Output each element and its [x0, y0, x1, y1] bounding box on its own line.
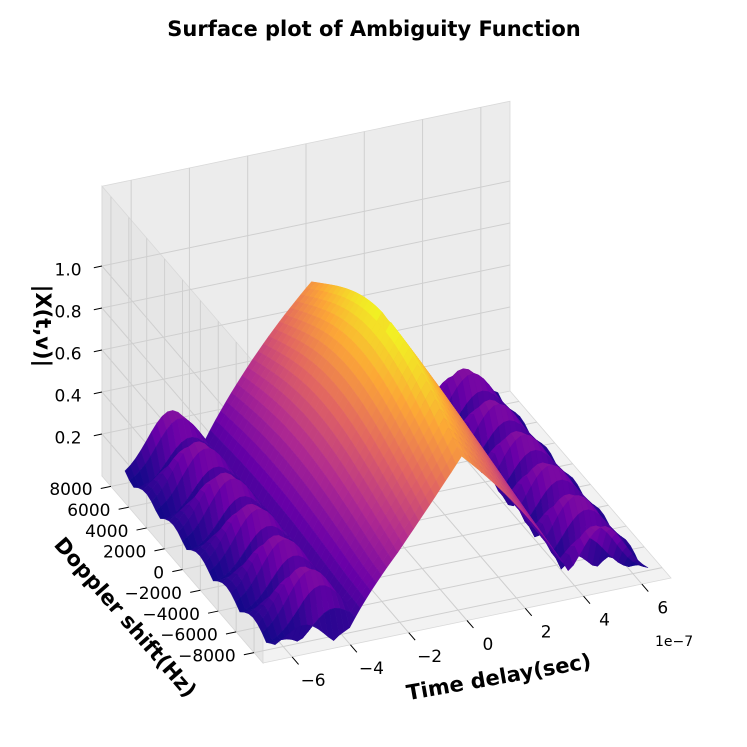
chart-title: Surface plot of Ambiguity Function	[167, 17, 580, 41]
y-tick-mark	[243, 652, 255, 656]
x-tick-mark	[641, 583, 649, 592]
z-tick-mark	[93, 391, 103, 395]
x-tick-mark	[291, 656, 299, 665]
x-tick-label: 4	[599, 611, 610, 631]
surface-quad	[270, 640, 281, 646]
x-tick-label: 6	[657, 598, 668, 618]
x-tick-label: −6	[301, 671, 326, 691]
x-offset-label: 1e−7	[655, 634, 693, 650]
y-tick-label: −8000	[178, 646, 236, 666]
x-tick-mark	[408, 632, 416, 641]
z-tick-mark	[93, 433, 103, 437]
grid-line	[253, 567, 663, 654]
axis-ticks: −6−4−20246−8000−6000−4000−20000200040006…	[49, 260, 668, 691]
grid-line	[101, 180, 511, 267]
x-tick-mark	[583, 595, 591, 605]
z-tick-mark	[93, 307, 103, 311]
y-tick-label: 6000	[67, 501, 110, 521]
z-tick-label: 0.2	[55, 428, 82, 448]
x-tick-label: −2	[417, 647, 442, 667]
grid-line	[101, 222, 511, 309]
z-tick-label: 0.8	[55, 302, 82, 322]
y-tick-mark	[207, 610, 219, 614]
y-tick-mark	[136, 527, 147, 531]
y-tick-mark	[225, 631, 237, 635]
x-tick-label: −4	[359, 659, 384, 679]
surface-mesh	[124, 281, 649, 646]
z-tick-label: 0.4	[55, 386, 82, 406]
z-axis-label: |X(t,v)|	[30, 285, 55, 367]
z-tick-mark	[93, 349, 103, 353]
x-tick-mark	[466, 620, 474, 629]
z-tick-mark	[93, 265, 103, 269]
y-tick-label: −4000	[142, 605, 200, 625]
y-tick-label: 2000	[103, 543, 146, 563]
y-tick-mark	[190, 589, 201, 593]
y-tick-label: 4000	[85, 522, 128, 542]
x-tick-mark	[350, 644, 358, 653]
y-tick-mark	[118, 506, 129, 510]
y-tick-mark	[100, 485, 112, 490]
y-tick-mark	[172, 569, 183, 573]
y-tick-mark	[154, 548, 165, 552]
z-tick-label: 1.0	[55, 260, 82, 280]
y-tick-label: −6000	[160, 626, 218, 646]
x-tick-label: 2	[541, 623, 552, 643]
x-tick-label: 0	[482, 635, 493, 655]
z-tick-label: 0.6	[55, 344, 82, 364]
y-tick-label: 8000	[49, 480, 92, 500]
x-tick-mark	[524, 608, 533, 617]
y-tick-label: 0	[153, 563, 164, 583]
y-tick-label: −2000	[124, 584, 182, 604]
